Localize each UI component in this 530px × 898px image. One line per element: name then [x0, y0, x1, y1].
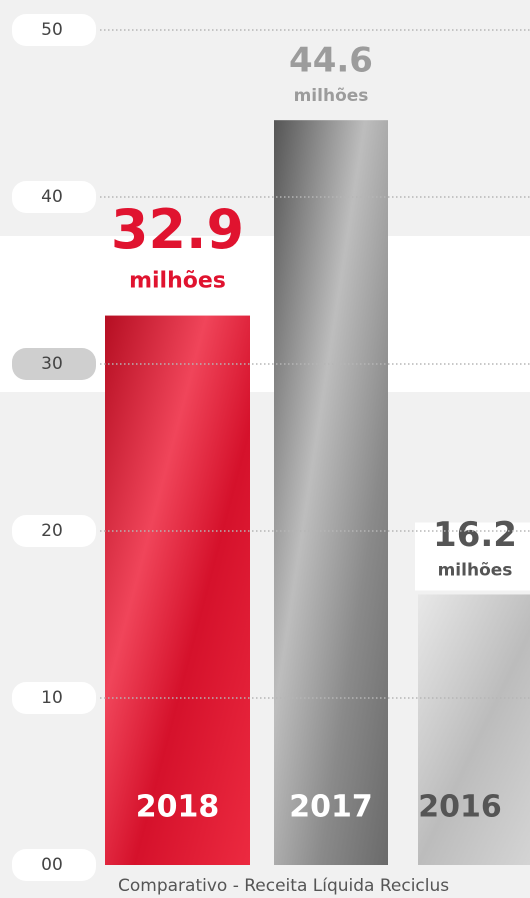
y-tick-label: 10 [41, 688, 63, 708]
tick-pill [12, 682, 96, 714]
tick-pill [12, 14, 96, 46]
y-tick-label: 50 [41, 20, 63, 40]
value-unit: milhões [129, 269, 226, 294]
y-tick-label: 20 [41, 521, 63, 541]
y-tick-label: 30 [41, 354, 63, 374]
label-box [415, 522, 530, 591]
bar [418, 594, 530, 865]
value-label: 16.2 [433, 515, 517, 555]
bar [274, 120, 388, 866]
tick-pill [12, 849, 96, 881]
x-tick-label: 2017 [289, 790, 373, 825]
value-label: 44.6 [289, 41, 373, 81]
y-tick-label: 00 [41, 855, 63, 875]
x-tick-label: 2016 [418, 790, 502, 825]
value-unit: milhões [294, 86, 369, 106]
y-tick-label: 40 [41, 187, 63, 207]
tick-pill [12, 515, 96, 547]
caption: Comparativo - Receita Líquida Reciclus [118, 876, 449, 896]
value-label: 32.9 [111, 198, 244, 261]
x-tick-label: 2018 [136, 790, 220, 825]
tick-pill [12, 181, 96, 213]
value-unit: milhões [438, 560, 513, 580]
tick-pill [12, 348, 96, 380]
bar [105, 315, 250, 865]
